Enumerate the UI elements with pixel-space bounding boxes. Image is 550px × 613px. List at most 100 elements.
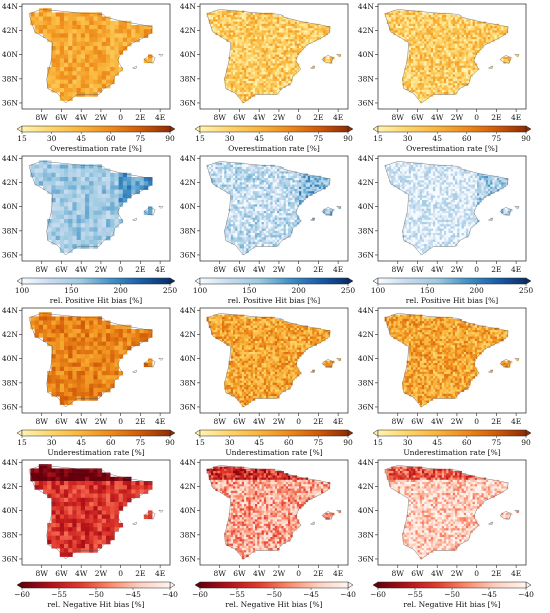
map-cell <box>430 76 434 80</box>
map-cell <box>148 29 153 34</box>
map-cell <box>259 21 262 25</box>
map-cell <box>266 15 269 18</box>
map-cell <box>122 20 128 26</box>
map-cell <box>244 195 247 199</box>
map-cell <box>38 8 44 13</box>
map-cell <box>299 30 302 33</box>
lon-tick-label: 4E <box>333 113 343 122</box>
map-cell <box>277 213 280 216</box>
map-cell <box>72 37 77 43</box>
panel-positive-hit-bias-col2: 44N 42N 40N 38N 36N 8W 6W 4W 2W 0 2E 4E 100 150 200 250… <box>180 154 368 306</box>
map-cell <box>292 211 295 214</box>
map-cell <box>422 32 425 36</box>
map-cell <box>408 72 412 75</box>
map-cell <box>439 34 443 38</box>
map-cell <box>459 83 462 86</box>
map-cell <box>437 63 440 66</box>
map-cell <box>435 63 438 66</box>
map-cell <box>474 34 478 38</box>
map-cell <box>288 56 291 60</box>
map-cell <box>55 198 61 203</box>
map-cell <box>288 81 291 84</box>
map-cell <box>270 222 273 225</box>
map-cell <box>248 19 251 22</box>
map-cell <box>285 173 289 177</box>
map-cell <box>246 21 249 25</box>
map-cell <box>424 30 427 33</box>
map-cell <box>244 167 247 170</box>
map-cell <box>288 211 291 214</box>
map-cell <box>277 83 280 86</box>
map-cell <box>417 81 421 84</box>
map-cell <box>222 180 225 183</box>
map-cell <box>97 79 103 85</box>
map-cell <box>402 15 405 18</box>
map-cell <box>499 28 502 31</box>
map-cell <box>215 171 218 174</box>
map-cell <box>481 39 484 42</box>
map-frame <box>377 3 527 110</box>
map-cell <box>408 50 412 53</box>
map-cell <box>257 167 260 170</box>
map-cell <box>461 54 465 58</box>
map-cell <box>76 240 82 245</box>
map-cell <box>437 50 440 53</box>
map-cell <box>411 56 414 60</box>
map-cell <box>444 59 447 62</box>
map-cell <box>233 34 236 38</box>
map-cell <box>283 43 287 47</box>
map-cell <box>257 215 260 218</box>
map-cell <box>114 198 119 203</box>
map-cell <box>263 202 267 205</box>
map-cell <box>406 21 410 25</box>
map-cell <box>85 20 90 26</box>
map-cell <box>110 172 115 178</box>
map-cell <box>413 83 416 86</box>
map-cell <box>274 217 278 221</box>
map-cell <box>439 81 443 84</box>
map-cell <box>226 32 229 36</box>
map-cell <box>279 167 282 170</box>
map-cell <box>406 74 410 77</box>
map-cell <box>263 26 267 29</box>
map-cell <box>270 56 273 60</box>
map-cell <box>303 39 306 42</box>
map-cell <box>299 182 302 185</box>
map-cell <box>211 173 214 177</box>
map-cell <box>422 96 425 99</box>
map-cell <box>257 235 260 238</box>
map-cell <box>437 54 440 58</box>
map-cell <box>415 59 418 62</box>
map-cell <box>248 65 251 69</box>
map-cell <box>452 87 456 91</box>
map-cell <box>274 92 278 95</box>
map-cell <box>235 182 238 185</box>
map-cell <box>34 172 40 178</box>
map-cell <box>481 23 484 27</box>
map-cell <box>244 173 247 177</box>
map-cell <box>470 45 473 49</box>
map-cell <box>259 200 262 203</box>
map-cell <box>446 37 449 40</box>
map-cell <box>268 23 271 27</box>
map-cell <box>266 175 269 179</box>
map-cell <box>59 202 65 207</box>
map-cell <box>237 219 240 223</box>
map-cell <box>444 30 447 33</box>
map-cell <box>292 213 295 216</box>
map-cell <box>452 72 456 75</box>
map-cell <box>51 37 56 43</box>
map-cell <box>290 34 293 38</box>
map-cell <box>457 26 460 29</box>
map-cell <box>327 30 331 33</box>
map-cell <box>424 56 427 60</box>
map-cell <box>233 61 236 64</box>
map-cell <box>219 21 223 25</box>
map-cell <box>72 227 77 232</box>
map-cell <box>433 28 436 31</box>
map-cell <box>106 20 111 26</box>
map-cell <box>255 171 258 174</box>
map-cell <box>457 30 460 33</box>
map-cell <box>219 26 223 29</box>
